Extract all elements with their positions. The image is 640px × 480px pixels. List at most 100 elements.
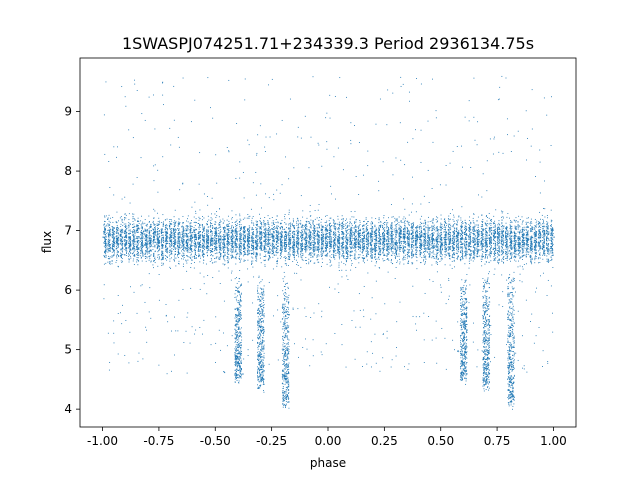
data-point (162, 252, 164, 254)
data-point (215, 242, 216, 244)
data-point (279, 192, 281, 194)
data-point (310, 247, 312, 249)
data-point (220, 253, 222, 255)
data-point (132, 247, 134, 249)
data-point (156, 236, 158, 238)
data-point (212, 250, 214, 252)
data-point (280, 244, 282, 246)
data-point (247, 233, 249, 235)
data-point (292, 246, 294, 248)
data-point (210, 240, 212, 241)
data-point (298, 248, 300, 250)
data-point (166, 218, 168, 220)
data-point (219, 231, 221, 233)
data-point (128, 248, 130, 249)
data-point (302, 233, 304, 235)
data-point (226, 257, 228, 259)
data-point (191, 206, 193, 208)
data-point (189, 239, 191, 241)
data-point (300, 222, 302, 224)
data-point (171, 257, 172, 259)
data-point (105, 229, 107, 231)
data-point (136, 246, 138, 248)
data-point (309, 252, 311, 254)
data-point (239, 221, 241, 223)
data-point (120, 226, 122, 228)
data-point (202, 262, 204, 264)
data-point (137, 225, 139, 227)
data-point (112, 226, 114, 228)
data-point (240, 239, 242, 241)
data-point (306, 220, 308, 222)
data-point (201, 255, 203, 257)
data-point (104, 220, 105, 222)
data-point (169, 246, 171, 248)
data-point (292, 307, 294, 309)
data-point (313, 225, 315, 226)
data-point (259, 236, 261, 238)
data-point (137, 244, 139, 246)
data-point (140, 252, 142, 254)
data-point (313, 249, 315, 251)
data-point (173, 223, 175, 225)
data-point (182, 240, 184, 242)
data-point (179, 233, 181, 235)
data-point (113, 254, 115, 256)
data-point (112, 249, 114, 251)
data-point (253, 247, 255, 249)
data-point (177, 257, 179, 258)
data-point (247, 234, 249, 236)
data-point (150, 249, 152, 251)
data-point (113, 342, 115, 344)
data-point (257, 224, 258, 226)
data-point (116, 239, 118, 241)
data-point (153, 260, 155, 261)
data-point (314, 230, 316, 232)
data-point (157, 228, 159, 230)
data-point (259, 247, 261, 249)
data-point (164, 240, 166, 242)
data-point (152, 222, 154, 223)
data-point (222, 239, 224, 240)
data-point (153, 240, 155, 242)
data-point (218, 233, 220, 235)
data-point (251, 260, 252, 262)
data-point (301, 246, 303, 248)
data-point (155, 226, 156, 228)
data-point (257, 231, 259, 233)
data-point (210, 250, 212, 252)
data-point (287, 265, 289, 266)
data-point (239, 249, 241, 251)
data-point (109, 239, 111, 241)
data-point (187, 240, 189, 242)
data-point (171, 253, 173, 255)
data-point (286, 264, 287, 266)
data-point (302, 224, 304, 226)
data-point (108, 241, 110, 243)
data-point (297, 233, 298, 235)
data-point (260, 241, 262, 243)
data-point (185, 235, 187, 237)
data-point (264, 239, 266, 241)
data-point (269, 245, 271, 246)
data-point (194, 238, 196, 240)
data-point (227, 262, 229, 264)
data-point (164, 232, 166, 234)
data-point (242, 255, 244, 257)
data-point (199, 245, 201, 247)
data-point (162, 224, 164, 226)
data-point (300, 220, 302, 222)
data-point (187, 256, 189, 258)
data-point (206, 224, 208, 226)
data-point (121, 219, 123, 221)
data-point (293, 254, 295, 256)
data-point (120, 216, 122, 218)
data-point (136, 240, 138, 242)
data-point (261, 249, 263, 251)
data-point (113, 242, 115, 244)
data-point (235, 250, 237, 252)
data-point (304, 228, 306, 230)
data-point (219, 242, 221, 244)
data-point (181, 239, 183, 241)
